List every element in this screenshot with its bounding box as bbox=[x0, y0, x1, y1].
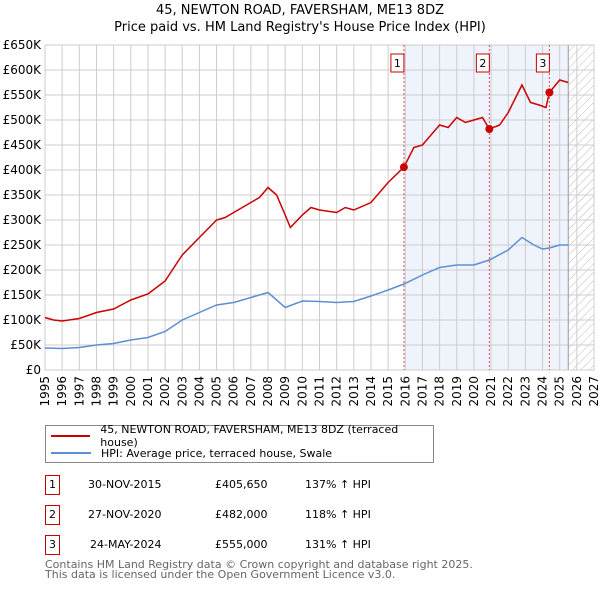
x-tick-label: 2015 bbox=[381, 376, 395, 407]
shaded-region bbox=[403, 45, 569, 370]
y-tick-label: £150K bbox=[3, 288, 43, 302]
x-tick-label: 2026 bbox=[570, 376, 584, 407]
x-tick-label: 2021 bbox=[484, 376, 498, 407]
legend-item-property: 45, NEWTON ROAD, FAVERSHAM, ME13 8DZ (te… bbox=[51, 423, 433, 449]
legend-label: HPI: Average price, terraced house, Swal… bbox=[101, 446, 333, 460]
sale-marker-box: 1 bbox=[45, 475, 60, 495]
legend-swatch-blue bbox=[51, 452, 91, 454]
series-line-hpi bbox=[44, 236, 569, 350]
x-tick-label: 2007 bbox=[244, 376, 258, 407]
y-tick-label: £650K bbox=[3, 38, 43, 52]
y-tick-label: £450K bbox=[3, 138, 43, 152]
footer-line: This data is licensed under the Open Gov… bbox=[45, 568, 396, 581]
x-tick-label: 2008 bbox=[261, 376, 275, 407]
y-tick-label: £550K bbox=[3, 88, 43, 102]
x-tick-label: 1997 bbox=[72, 376, 86, 407]
sale-price: £482,000 bbox=[215, 508, 268, 521]
y-tick-label: £350K bbox=[3, 188, 43, 202]
plot-frame bbox=[44, 44, 595, 371]
y-tick-label: £600K bbox=[3, 63, 43, 77]
x-tick-label: 2000 bbox=[124, 376, 138, 407]
series-line-property bbox=[44, 79, 569, 322]
x-tick-label: 2018 bbox=[433, 376, 447, 407]
subtitle-line: Price paid vs. HM Land Registry's House … bbox=[114, 20, 486, 35]
sale-hpi: 137% ↑ HPI bbox=[305, 478, 371, 491]
sale-label: 1 bbox=[394, 57, 401, 70]
sale-row: 2 27-NOV-2020 £482,000 118% ↑ HPI bbox=[45, 505, 465, 525]
plot-area: 1995 1996 1997 1998 1999 2000 2001 2002 2003 2004… bbox=[3, 38, 600, 407]
sale-point bbox=[485, 125, 494, 133]
sale-date: 27-NOV-2020 bbox=[88, 508, 162, 521]
footer-line: Contains HM Land Registry data © Crown c… bbox=[45, 558, 473, 571]
y-tick-label: £300K bbox=[3, 213, 43, 227]
x-tick-label: 2012 bbox=[330, 376, 344, 407]
legend-item-hpi: HPI: Average price, terraced house, Swal… bbox=[51, 445, 332, 461]
y-tick-label: £100K bbox=[3, 313, 43, 327]
x-tick-label: 2002 bbox=[158, 376, 172, 407]
x-tick-label: 1996 bbox=[55, 376, 69, 407]
x-tick-label: 2014 bbox=[364, 376, 378, 407]
x-tick-label: 2019 bbox=[450, 376, 464, 407]
sale-label: 3 bbox=[539, 57, 546, 70]
x-tick-label: 1998 bbox=[89, 376, 103, 407]
x-tick-label: 2027 bbox=[587, 376, 600, 407]
footer: Contains HM Land Registry data © Crown c… bbox=[45, 558, 473, 581]
chart-title: 45, NEWTON ROAD, FAVERSHAM, ME13 8DZ Pric… bbox=[0, 2, 600, 36]
sale-marker-box: 3 bbox=[45, 535, 60, 555]
x-tick-label: 1995 bbox=[38, 376, 52, 407]
sale-price: £555,000 bbox=[215, 538, 268, 551]
sale-price: £405,650 bbox=[215, 478, 268, 491]
y-tick-label: £400K bbox=[3, 163, 43, 177]
x-tick-label: 2016 bbox=[398, 376, 412, 407]
y-tick-label: £50K bbox=[10, 338, 42, 352]
sale-hpi: 118% ↑ HPI bbox=[305, 508, 371, 521]
x-tick-label: 2013 bbox=[347, 376, 361, 407]
sale-point bbox=[545, 88, 554, 97]
legend-label: 45, NEWTON ROAD, FAVERSHAM, ME13 8DZ (te… bbox=[100, 423, 399, 449]
x-tick-label: 2006 bbox=[227, 376, 241, 407]
forecast-hatch bbox=[568, 45, 594, 370]
x-tick-label: 2005 bbox=[210, 376, 224, 407]
y-tick-label: £200K bbox=[3, 263, 43, 277]
x-tick-label: 2024 bbox=[536, 376, 550, 407]
x-tick-label: 2003 bbox=[175, 376, 189, 407]
sale-date: 24-MAY-2024 bbox=[90, 538, 162, 551]
x-tick-label: 2001 bbox=[141, 376, 155, 407]
x-tick-label: 2022 bbox=[501, 376, 515, 407]
sale-row: 1 30-NOV-2015 £405,650 137% ↑ HPI bbox=[45, 475, 465, 495]
y-tick-label: £0 bbox=[26, 363, 41, 377]
sale-row: 3 24-MAY-2024 £555,000 131% ↑ HPI bbox=[45, 535, 465, 555]
y-tick-label: £500K bbox=[3, 113, 43, 127]
x-tick-label: 2004 bbox=[192, 376, 206, 407]
x-tick-label: 2025 bbox=[553, 376, 567, 407]
legend: 45, NEWTON ROAD, FAVERSHAM, ME13 8DZ (te… bbox=[45, 423, 434, 463]
sale-marker-box: 2 bbox=[45, 505, 60, 525]
sale-date: 30-NOV-2015 bbox=[88, 478, 162, 491]
sale-label-box bbox=[535, 53, 550, 73]
x-tick-label: 2017 bbox=[415, 376, 429, 407]
x-tick-label: 2010 bbox=[295, 376, 309, 407]
y-tick-label: £250K bbox=[3, 238, 43, 252]
x-tick-label: 2009 bbox=[278, 376, 292, 407]
sale-label-box bbox=[475, 53, 490, 73]
legend-swatch-red bbox=[51, 435, 91, 437]
sale-hpi: 131% ↑ HPI bbox=[305, 538, 371, 551]
x-tick-label: 2020 bbox=[467, 376, 481, 407]
sale-label-box bbox=[390, 53, 405, 73]
sale-label: 2 bbox=[479, 57, 486, 70]
x-tick-label: 1999 bbox=[107, 376, 121, 407]
title-line: 45, NEWTON ROAD, FAVERSHAM, ME13 8DZ bbox=[155, 3, 444, 18]
x-tick-label: 2023 bbox=[518, 376, 532, 407]
sale-point bbox=[399, 163, 408, 172]
x-tick-label: 2011 bbox=[313, 376, 327, 407]
